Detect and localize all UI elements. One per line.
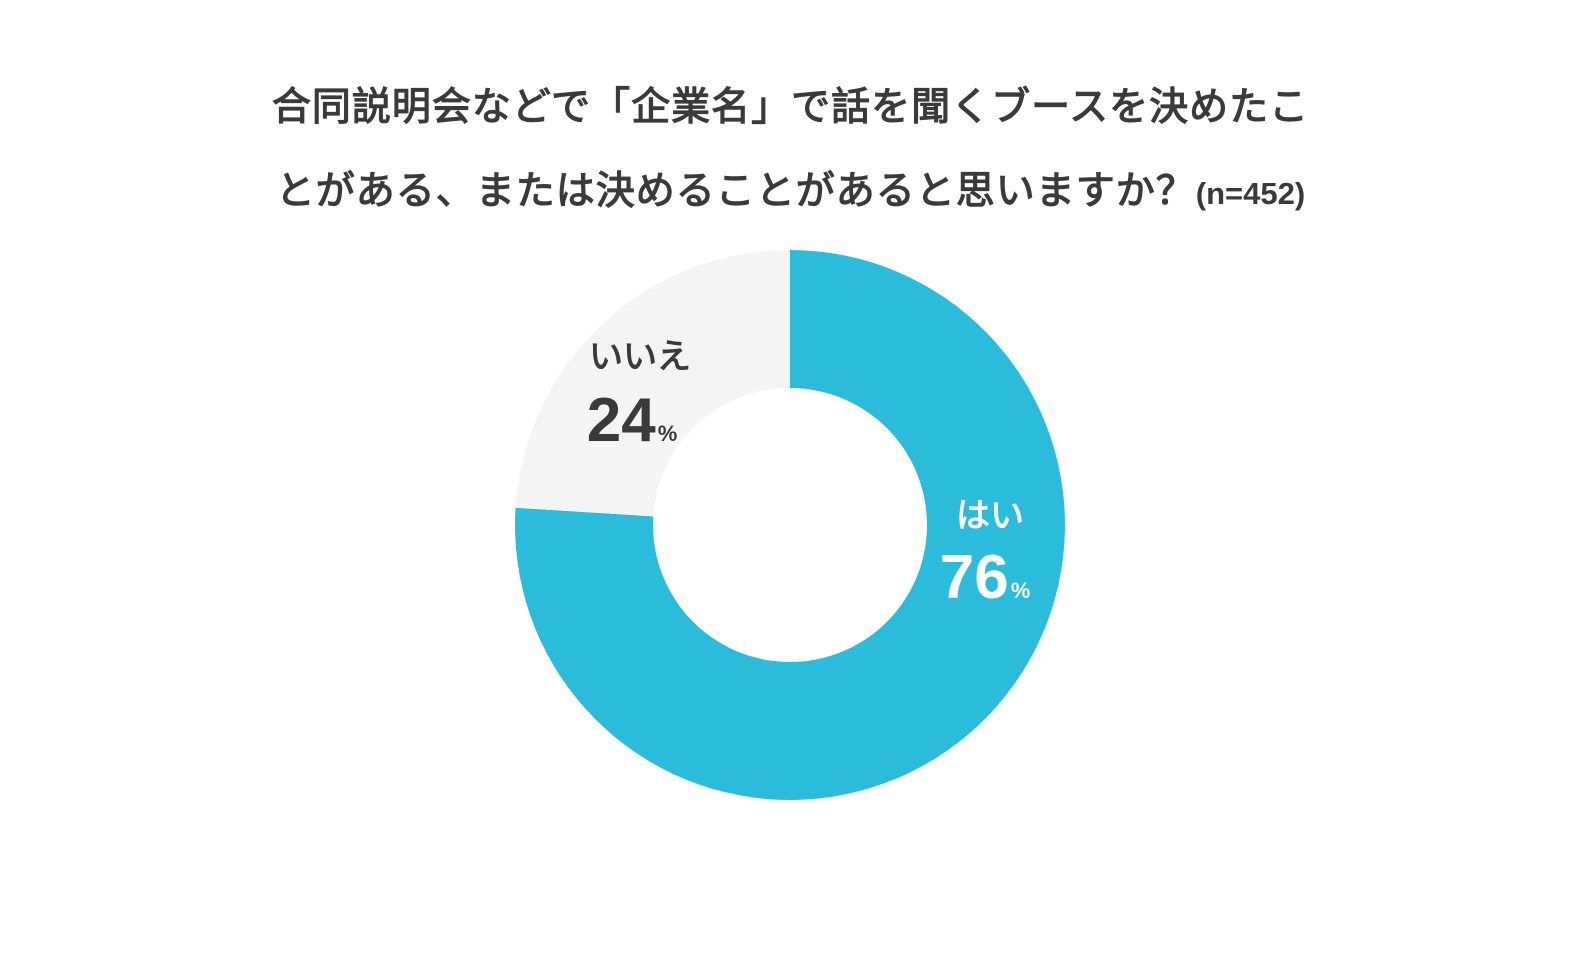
slice-value-yes: 76% xyxy=(940,543,1031,612)
chart-title-line-2-text: とがある、または決めることがあると思いますか？ xyxy=(275,169,1196,214)
donut-slices xyxy=(515,250,1065,800)
slice-label-no: いいえ xyxy=(589,337,691,377)
chart-title-line-2: とがある、または決めることがあると思いますか？(n=452) xyxy=(0,150,1581,236)
slice-label-yes: はい xyxy=(956,496,1024,536)
donut-slice-no xyxy=(515,250,790,517)
chart-title-line-1: 合同説明会などで「企業名」で話を聞くブースを決めたこ xyxy=(271,85,1310,130)
donut-slice-yes xyxy=(515,250,1065,800)
donut-labels: はい 76% いいえ 24% xyxy=(587,337,1031,612)
chart-title: 合同説明会などで「企業名」で話を聞くブースを決めたこ とがある、または決めること… xyxy=(0,66,1581,236)
slice-value-no: 24% xyxy=(587,386,678,455)
sample-size: (n=452) xyxy=(1195,176,1306,211)
